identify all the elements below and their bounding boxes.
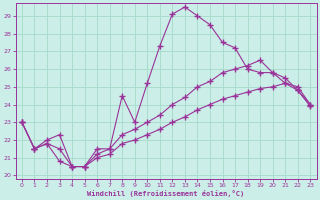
X-axis label: Windchill (Refroidissement éolien,°C): Windchill (Refroidissement éolien,°C) bbox=[87, 190, 245, 197]
